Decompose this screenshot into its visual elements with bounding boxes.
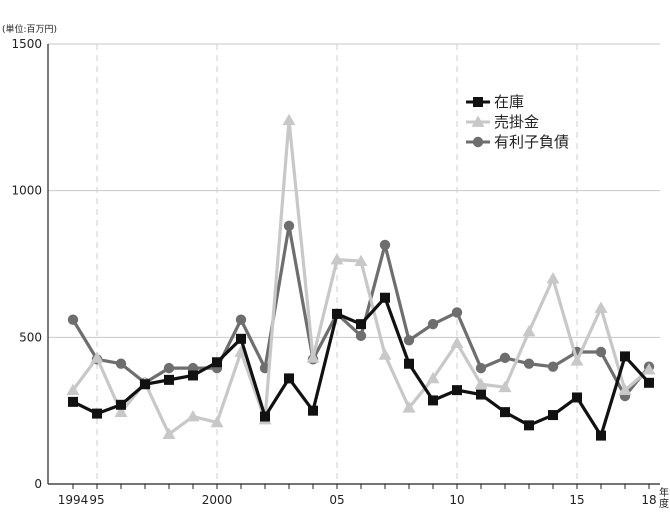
x-tick-label-2005: 05 bbox=[329, 493, 344, 507]
point-circle-2013 bbox=[523, 358, 535, 369]
point-square-2004 bbox=[308, 405, 318, 416]
point-triangle-2005 bbox=[330, 253, 344, 265]
point-square-1995 bbox=[92, 408, 102, 419]
point-triangle-1998 bbox=[162, 427, 176, 440]
point-square-2005 bbox=[332, 308, 342, 319]
point-triangle-2003 bbox=[282, 113, 296, 126]
x-axis-suffix-char-0: 年 bbox=[659, 486, 669, 499]
point-triangle-2011 bbox=[474, 377, 488, 390]
point-triangle-1995 bbox=[90, 351, 104, 363]
point-square-2013 bbox=[524, 420, 534, 431]
y-tick-labels: 0 500 1000 1500 bbox=[11, 37, 42, 491]
legend-item-circle: 有利子負債 bbox=[466, 133, 569, 151]
point-triangle-1996 bbox=[114, 405, 128, 418]
point-triangle-1999 bbox=[186, 410, 200, 422]
legend-item-triangle: 売掛金 bbox=[466, 113, 539, 131]
point-triangle-2007 bbox=[378, 348, 392, 360]
series-square bbox=[68, 292, 654, 441]
axes bbox=[47, 44, 660, 489]
point-square-1999 bbox=[188, 370, 198, 381]
x-tick-label-1995: 95 bbox=[89, 493, 104, 507]
point-circle-2001 bbox=[235, 314, 247, 325]
point-square-2014 bbox=[548, 410, 558, 421]
point-triangle-2009 bbox=[426, 371, 440, 384]
series-circle bbox=[67, 220, 655, 402]
point-square-2018 bbox=[644, 377, 654, 388]
point-circle-1998 bbox=[163, 362, 175, 374]
point-square-2001 bbox=[236, 333, 246, 344]
point-square-2009 bbox=[428, 395, 438, 406]
point-square-2017 bbox=[620, 351, 630, 362]
point-triangle-2010 bbox=[450, 336, 464, 349]
point-square-1994 bbox=[68, 396, 78, 407]
point-square-2011 bbox=[476, 389, 486, 400]
x-axis-suffix: 年度 bbox=[659, 486, 669, 510]
point-circle-2010 bbox=[451, 307, 463, 318]
point-circle-2003 bbox=[283, 220, 295, 232]
legend-label-circle: 有利子負債 bbox=[494, 133, 569, 151]
y-tick-label-1000: 1000 bbox=[11, 184, 42, 198]
point-square-2007 bbox=[380, 292, 390, 303]
legend-marker-square bbox=[473, 97, 483, 107]
point-circle-1996 bbox=[115, 358, 127, 369]
legend-label-triangle: 売掛金 bbox=[494, 113, 539, 131]
y-tick-label-0: 0 bbox=[34, 477, 42, 491]
point-triangle-2008 bbox=[402, 401, 416, 413]
gridlines bbox=[48, 43, 660, 484]
series-triangle bbox=[66, 113, 656, 440]
y-tick-label-1500: 1500 bbox=[11, 37, 42, 51]
x-tick-label-2000: 2000 bbox=[202, 493, 233, 507]
legend-marker-triangle bbox=[471, 115, 485, 127]
point-square-2006 bbox=[356, 319, 366, 330]
series-layer bbox=[66, 113, 656, 441]
unit-label: (単位:百万円) bbox=[2, 23, 57, 35]
point-circle-2016 bbox=[595, 346, 607, 358]
point-square-2012 bbox=[500, 407, 510, 418]
point-triangle-2006 bbox=[354, 254, 368, 266]
point-triangle-2013 bbox=[522, 324, 536, 337]
point-triangle-2018 bbox=[642, 363, 656, 375]
point-triangle-2016 bbox=[594, 301, 608, 313]
x-tick-labels: 1994 95 2000 05 10 15 18 bbox=[58, 493, 657, 507]
point-circle-2014 bbox=[547, 361, 559, 372]
point-square-2010 bbox=[452, 385, 462, 396]
point-triangle-2014 bbox=[546, 272, 560, 284]
point-circle-2006 bbox=[355, 330, 367, 342]
point-circle-2008 bbox=[403, 335, 415, 346]
x-axis-suffix-char-1: 度 bbox=[659, 497, 669, 510]
point-triangle-2017 bbox=[618, 383, 632, 396]
point-square-2008 bbox=[404, 358, 414, 369]
y-tick-label-500: 500 bbox=[19, 330, 42, 344]
point-square-2016 bbox=[596, 430, 606, 441]
legend-label-square: 在庫 bbox=[494, 93, 524, 111]
point-triangle-1994 bbox=[66, 383, 80, 396]
x-tick-label-2015: 15 bbox=[569, 493, 584, 507]
legend-marker-circle bbox=[472, 136, 484, 148]
point-square-1998 bbox=[164, 374, 174, 385]
point-triangle-2012 bbox=[498, 380, 512, 393]
legend-item-square: 在庫 bbox=[466, 93, 524, 111]
point-circle-2007 bbox=[379, 239, 391, 251]
point-circle-2011 bbox=[475, 362, 487, 374]
point-square-1997 bbox=[140, 379, 150, 390]
x-tick-label-1994: 1994 bbox=[58, 493, 89, 507]
point-square-2000 bbox=[212, 357, 222, 368]
point-circle-2012 bbox=[499, 352, 511, 364]
point-square-1996 bbox=[116, 399, 126, 410]
point-square-2002 bbox=[260, 411, 270, 422]
point-triangle-2000 bbox=[210, 415, 224, 428]
point-circle-2009 bbox=[427, 318, 439, 330]
point-square-2015 bbox=[572, 392, 582, 403]
point-triangle-2015 bbox=[570, 354, 584, 366]
point-circle-1994 bbox=[67, 314, 79, 325]
x-tick-label-2018: 18 bbox=[641, 493, 656, 507]
point-square-2003 bbox=[284, 373, 294, 384]
point-triangle-2004 bbox=[306, 351, 320, 363]
series-line-triangle bbox=[71, 118, 651, 436]
x-tick-label-2010: 10 bbox=[449, 493, 464, 507]
